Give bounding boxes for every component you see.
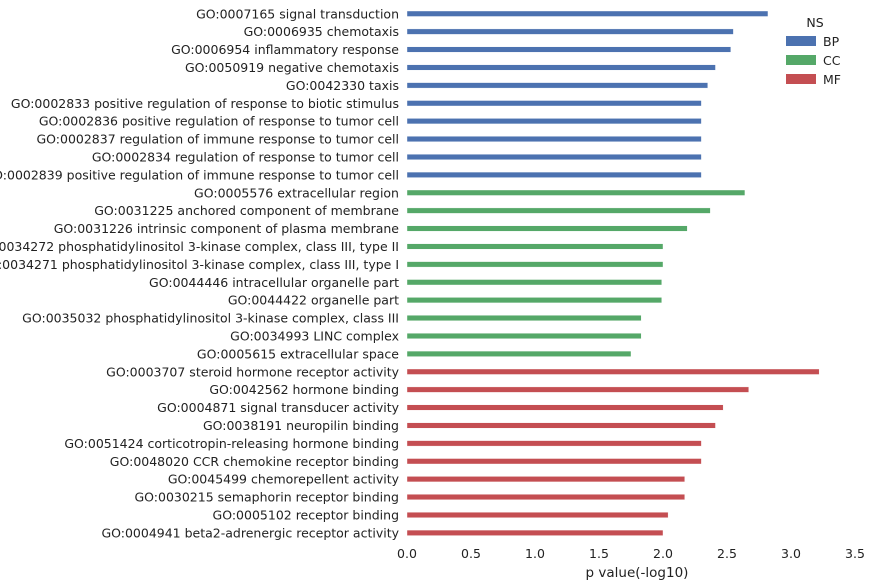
bar-bp-1	[406, 10, 769, 17]
bar-cc-13	[406, 225, 688, 232]
x-tick-label: 0.0	[397, 546, 417, 561]
x-tick-label: 0.5	[461, 546, 481, 561]
category-label: GO:0030215 semaphorin receptor binding	[134, 490, 399, 505]
x-tick-label: 1.0	[525, 546, 545, 561]
category-label: GO:0002839 positive regulation of immune…	[0, 167, 399, 182]
category-label: GO:0005576 extracellular region	[194, 185, 399, 200]
x-tick-label: 1.5	[589, 546, 609, 561]
x-tick-label: 2.0	[653, 546, 673, 561]
bars-group	[406, 10, 820, 536]
x-axis-ticks: 0.0 0.5 1.0 1.5 2.0 2.5 3.0 3.5	[397, 546, 865, 561]
category-label: GO:0004871 signal transducer activity	[157, 400, 399, 415]
bar-bp-8	[406, 136, 702, 143]
legend-swatch-cc	[786, 55, 816, 65]
category-label: GO:0042562 hormone binding	[209, 382, 399, 397]
legend-swatch-mf	[786, 74, 816, 84]
bar-bp-9	[406, 153, 702, 160]
category-label: GO:0035032 phosphatidylinositol 3-kinase…	[22, 311, 399, 326]
bar-bp-6	[406, 100, 702, 107]
bar-cc-19	[406, 333, 642, 339]
category-label: GO:0042330 taxis	[286, 78, 399, 93]
bar-mf-27	[406, 476, 685, 483]
category-label: GO:0034272 phosphatidylinositol 3-kinase…	[0, 239, 399, 254]
category-label: GO:0002833 positive regulation of respon…	[11, 96, 399, 111]
bar-mf-26	[406, 458, 702, 465]
bar-bp-7	[406, 118, 702, 125]
category-label: GO:0005102 receptor binding	[213, 507, 399, 522]
legend-label-bp: BP	[823, 34, 840, 49]
category-label: GO:0006935 chemotaxis	[244, 24, 399, 39]
bar-cc-11	[406, 189, 746, 196]
category-label: GO:0002834 regulation of response to tum…	[92, 149, 399, 164]
bar-mf-21	[406, 368, 820, 375]
x-tick-label: 3.0	[781, 546, 801, 561]
category-label: GO:0002837 regulation of immune response…	[36, 132, 399, 147]
category-label: GO:0034993 LINC complex	[230, 328, 399, 343]
bar-cc-12	[406, 207, 711, 214]
legend-label-cc: CC	[823, 53, 841, 68]
bar-mf-29	[406, 512, 669, 518]
x-tick-label: 2.5	[717, 546, 737, 561]
bar-cc-16	[406, 279, 662, 286]
bar-mf-23	[406, 404, 724, 411]
bar-cc-20	[406, 350, 632, 357]
bar-bp-2	[406, 28, 734, 35]
category-label: GO:0044422 organelle part	[228, 293, 399, 308]
bar-mf-28	[406, 494, 685, 500]
category-label: GO:0051424 corticotropin-releasing hormo…	[64, 436, 399, 451]
category-label: GO:0038191 neuropilin binding	[203, 418, 399, 433]
legend-swatch-bp	[786, 36, 816, 46]
category-label: GO:0004941 beta2-adrenergic receptor act…	[101, 525, 399, 540]
category-label: GO:0031226 intrinsic component of plasma…	[54, 221, 400, 236]
category-label: GO:0045499 chemorepellent activity	[168, 472, 400, 487]
category-label: GO:0005615 extracellular space	[197, 346, 399, 361]
x-tick-label: 3.5	[845, 546, 865, 561]
bar-mf-30	[406, 529, 664, 536]
bar-cc-15	[406, 261, 664, 268]
category-label: GO:0050919 negative chemotaxis	[185, 60, 399, 75]
legend-label-mf: MF	[823, 72, 841, 87]
category-label: GO:0003707 steroid hormone receptor acti…	[106, 364, 399, 379]
x-axis-label: p value(-log10)	[586, 565, 689, 581]
category-label: GO:0048020 CCR chemokine receptor bindin…	[110, 454, 399, 469]
bar-mf-25	[406, 440, 702, 447]
bar-bp-4	[406, 64, 716, 71]
legend: NS BP CC MF	[786, 15, 841, 87]
bar-cc-18	[406, 315, 642, 321]
category-label: GO:0007165 signal transduction	[196, 6, 399, 21]
legend-title: NS	[806, 15, 823, 30]
bar-bp-5	[406, 82, 708, 89]
category-label: GO:0002836 positive regulation of respon…	[39, 114, 399, 129]
category-label: GO:0006954 inflammatory response	[171, 42, 399, 57]
category-labels: GO:0007165 signal transduction GO:0006935…	[0, 6, 400, 540]
category-label: GO:0034271 phosphatidylinositol 3-kinase…	[0, 257, 399, 272]
bar-bp-10	[406, 171, 702, 178]
bar-bp-3	[406, 46, 732, 53]
bar-mf-24	[406, 422, 716, 429]
category-label: GO:0031225 anchored component of membran…	[94, 203, 399, 218]
bar-cc-17	[406, 297, 662, 304]
category-label: GO:0044446 intracellular organelle part	[149, 275, 399, 290]
bar-cc-14	[406, 243, 664, 250]
bar-mf-22	[406, 386, 749, 393]
